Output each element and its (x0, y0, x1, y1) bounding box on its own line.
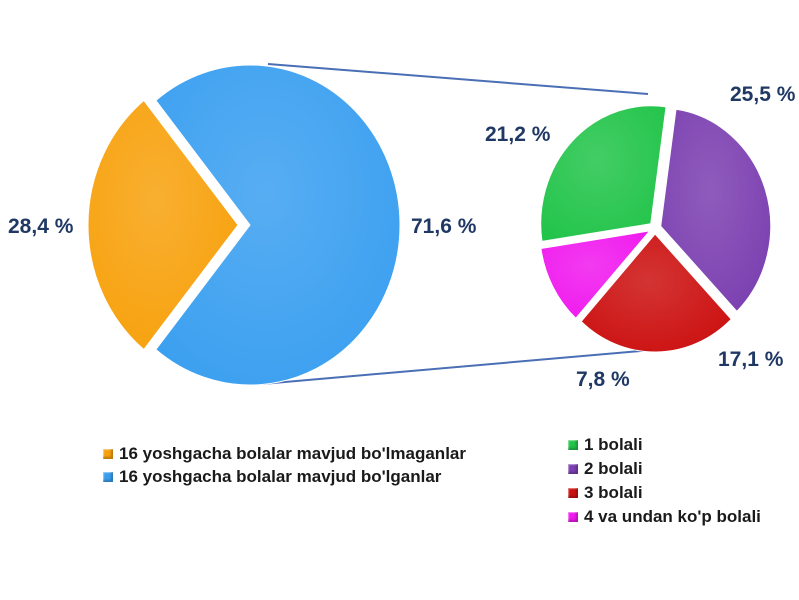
legend-item-main-0: 16 yoshgacha bolalar mavjud bo'lmaganlar (103, 442, 466, 465)
legend-label: 1 bolali (584, 435, 643, 454)
data-label-sub-0: 21,2 % (485, 123, 551, 146)
legend-item-sub-3: 4 va undan ko'p bolali (568, 505, 761, 529)
data-label-sub-1: 25,5 % (730, 83, 796, 106)
legend-swatch (568, 440, 578, 450)
legend-label: 16 yoshgacha bolalar mavjud bo'lganlar (119, 467, 442, 486)
connector-line-bottom (261, 349, 653, 385)
legend-label: 2 bolali (584, 459, 643, 478)
legend-item-sub-1: 2 bolali (568, 457, 761, 481)
legend-swatch (568, 488, 578, 498)
sub-pie-slice-2 (580, 233, 732, 353)
legend-label: 4 va undan ko'p bolali (584, 507, 761, 526)
sub-pie-slice-1 (660, 108, 772, 313)
legend-item-sub-2: 3 bolali (568, 481, 761, 505)
connector-lines (261, 63, 653, 385)
legend-main: 16 yoshgacha bolalar mavjud bo'lmaganlar… (103, 442, 466, 488)
data-label-main-1: 71,6 % (411, 215, 477, 238)
main-pie (87, 64, 401, 386)
legend-swatch (103, 449, 113, 459)
data-label-main-0: 28,4 % (8, 215, 74, 238)
legend-sub: 1 bolali 2 bolali 3 bolali 4 va undan ko… (568, 433, 761, 529)
legend-swatch (568, 512, 578, 522)
legend-item-sub-0: 1 bolali (568, 433, 761, 457)
data-label-sub-2: 17,1 % (718, 348, 784, 371)
sub-pie-slice-0 (540, 105, 667, 242)
legend-item-main-1: 16 yoshgacha bolalar mavjud bo'lganlar (103, 465, 466, 488)
legend-swatch (568, 464, 578, 474)
sub-pie-slice-3 (540, 230, 651, 319)
legend-label: 3 bolali (584, 483, 643, 502)
data-labels: 28,4 % 71,6 % 21,2 % 25,5 % 17,1 % 7,8 % (8, 83, 796, 391)
main-pie-slice-0 (87, 99, 239, 351)
legend-label: 16 yoshgacha bolalar mavjud bo'lmaganlar (119, 444, 466, 463)
data-label-sub-3: 7,8 % (576, 368, 630, 391)
connector-line-top (267, 63, 649, 95)
main-pie-slice-1 (155, 64, 401, 386)
sub-pie (540, 105, 772, 353)
legend-swatch (103, 472, 113, 482)
